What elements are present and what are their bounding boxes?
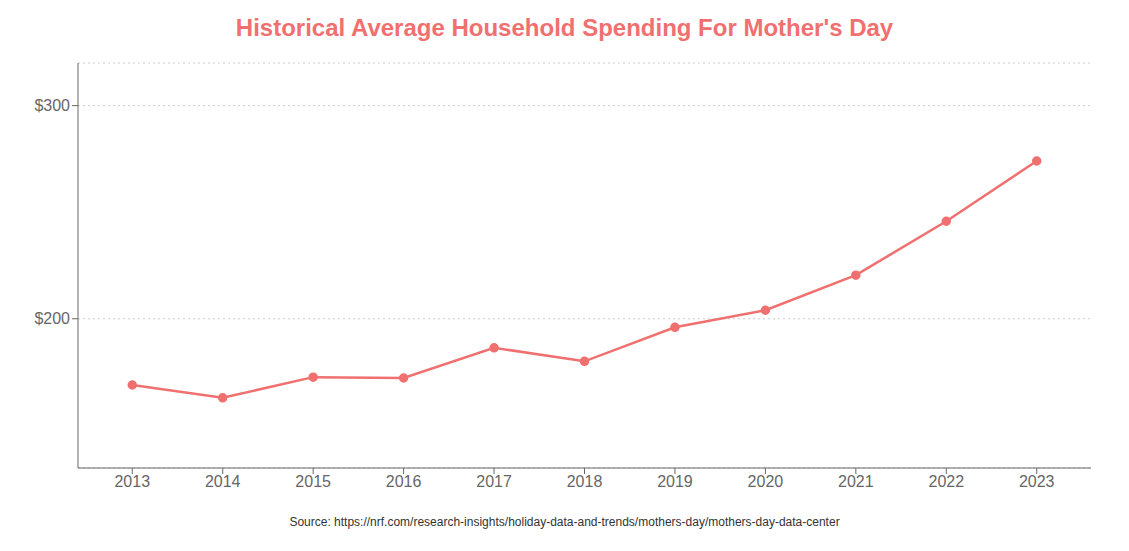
svg-text:2023: 2023 [1019,473,1055,490]
svg-text:2020: 2020 [748,473,784,490]
svg-text:2018: 2018 [567,473,603,490]
svg-text:2022: 2022 [928,473,964,490]
svg-text:2015: 2015 [295,473,331,490]
svg-text:$200: $200 [34,310,70,327]
svg-text:2021: 2021 [838,473,874,490]
svg-text:2016: 2016 [386,473,422,490]
svg-text:$300: $300 [34,97,70,114]
html-text:Source: https://nrf.com/resear: Source: https://nrf.com/research-insight… [289,515,840,529]
svg-text:2013: 2013 [114,473,150,490]
html-text:Historical Average Household S: Historical Average Household Spending Fo… [235,14,894,41]
svg-text:2017: 2017 [476,473,512,490]
svg-text:2019: 2019 [657,473,693,490]
svg-text:2014: 2014 [205,473,241,490]
